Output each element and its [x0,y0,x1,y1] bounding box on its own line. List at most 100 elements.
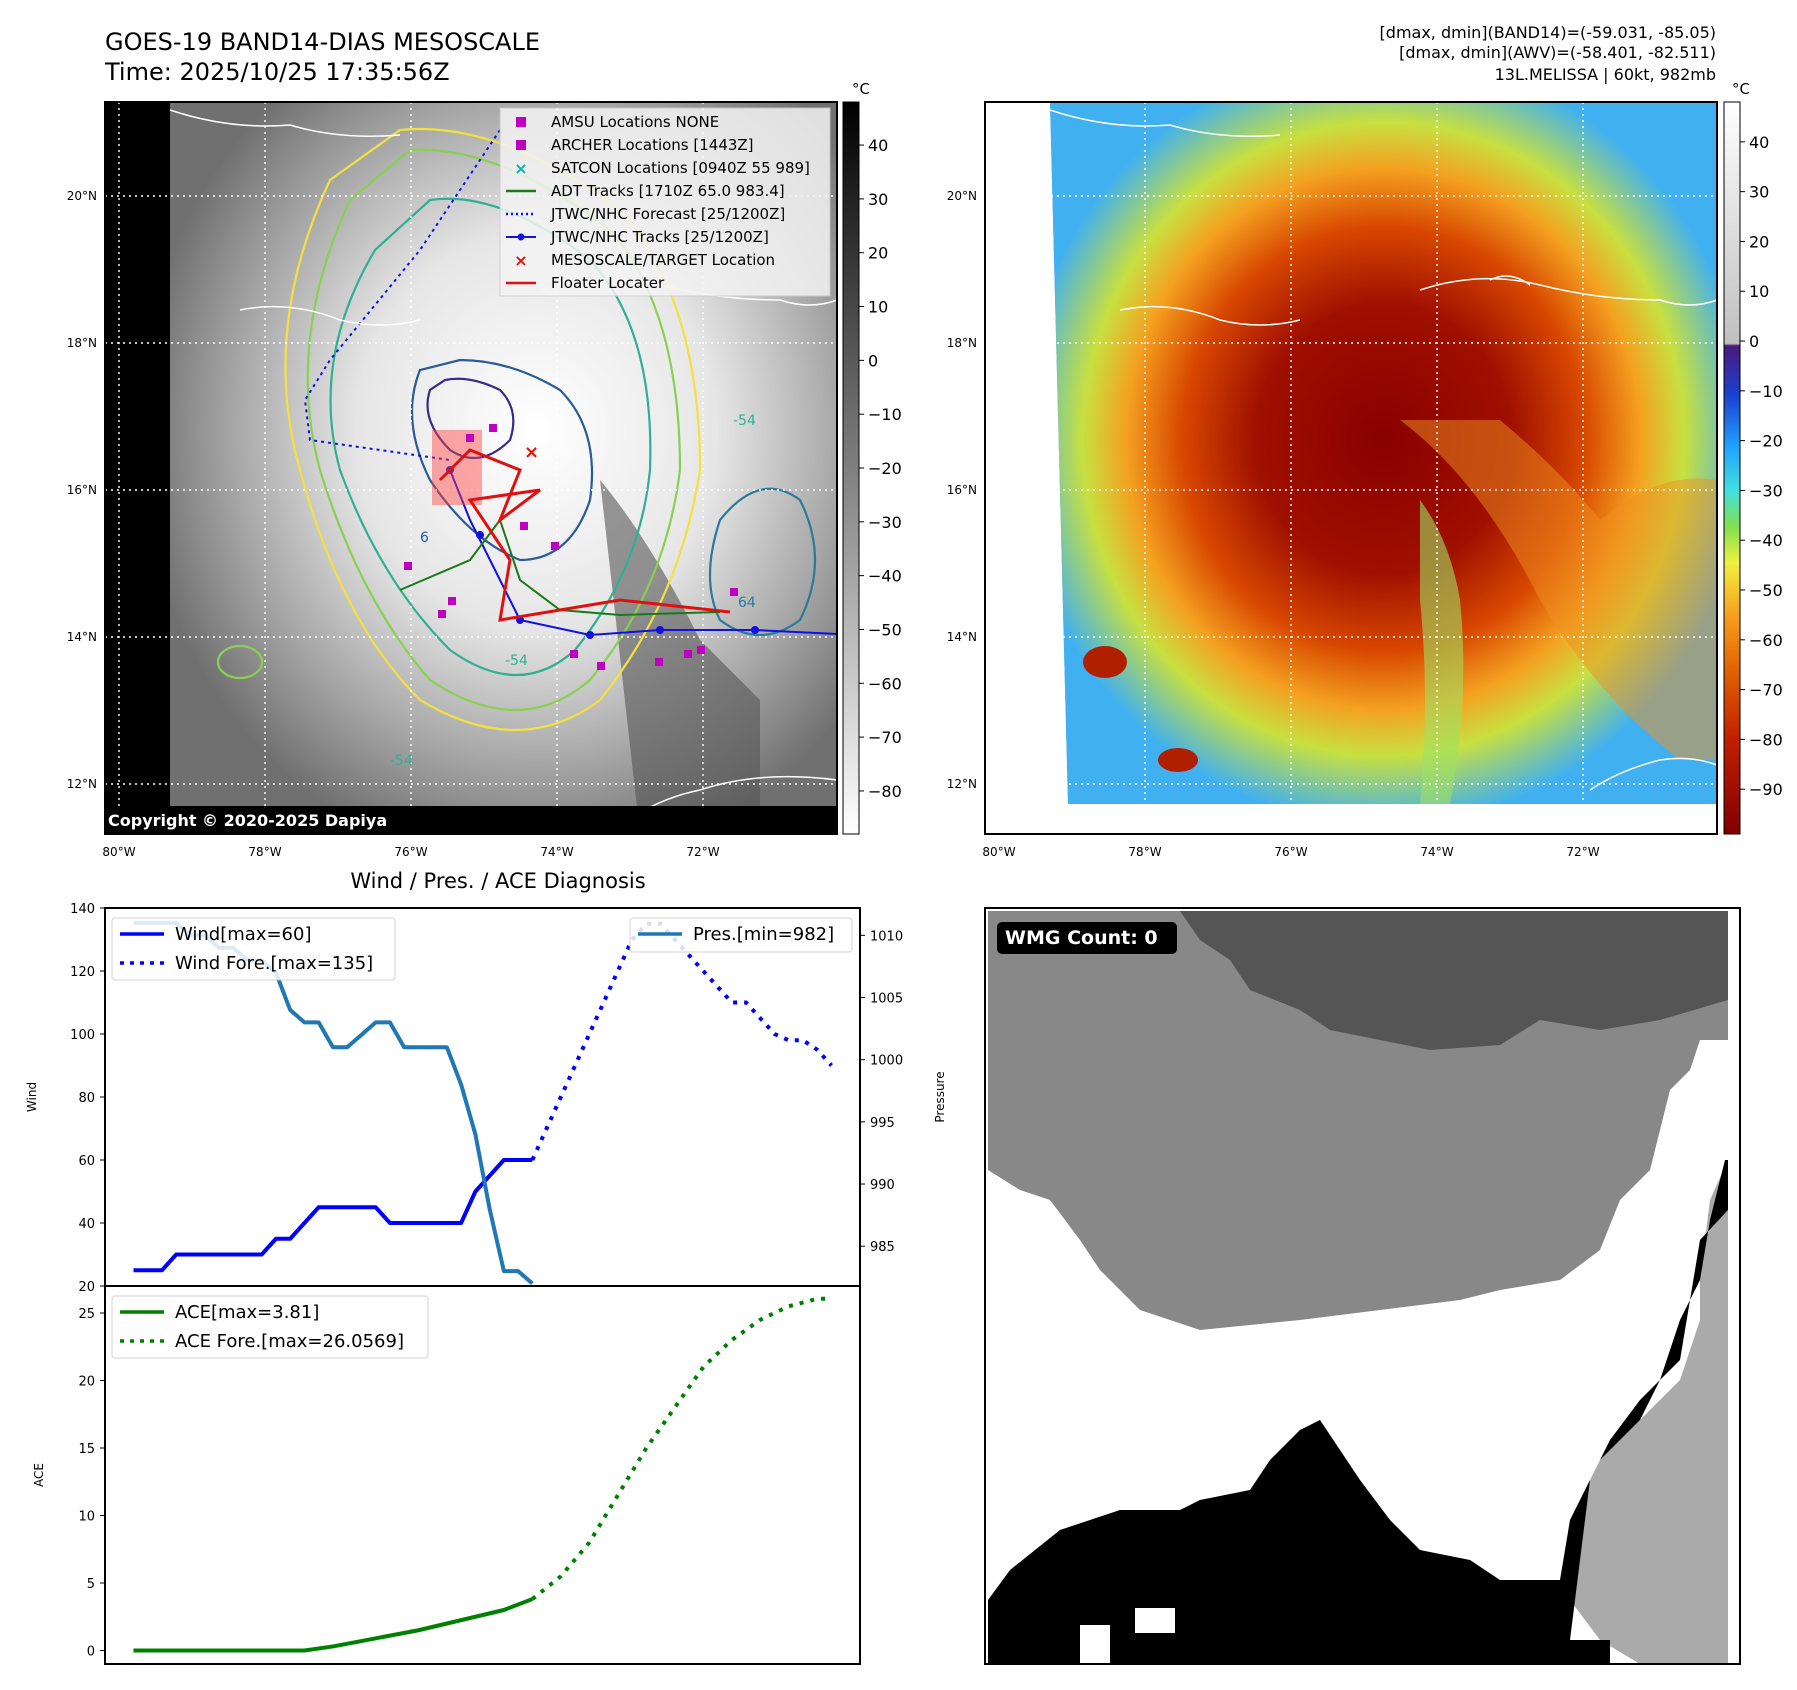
pres-legend-box [629,917,853,953]
ace-tick-label: 20 [78,1375,95,1390]
legend-label-ace: ACE[max=3.81] [175,1302,319,1323]
legend-label: JTWC/NHC Forecast [25/1200Z] [550,205,785,223]
color-colorbar: °C 40 30 20 10 0 −10 −20 −30 −40 −50 −60 −70 −80 −90 [1723,80,1783,835]
wind-legend-box [111,917,396,981]
colorbar-tick-label: 10 [868,298,888,317]
pressure-tick-label: 1000 [870,1054,903,1069]
lat-label: 14°N [947,630,977,644]
series-line-0 [133,1158,533,1273]
wmg-badge [997,922,1177,954]
legend-label-pres: Pres.[min=982] [693,924,834,945]
legend-marker: × [514,251,527,270]
colorbar-tick-label: −50 [868,620,902,639]
wmg-region-lightgray [1570,1160,1728,1664]
lon-label: 78°W [1128,845,1161,859]
colorbar-tick-label: 0 [1749,332,1759,351]
ace-axis-label: ACE [32,1463,46,1487]
floater-locater-track [438,448,731,622]
ace-chart: ACE 25 20 15 10 5 0 ACE[max=3.81] ACE Fore.[m… [32,1285,861,1665]
colorbar-tick-label: −60 [1749,631,1783,650]
colorbar-tick-label: −30 [1749,481,1783,500]
colorbar-tick-label: 20 [868,244,888,263]
map2-dry-slot [1420,500,1464,804]
lat-label: 12°N [67,777,97,791]
lon-label: 74°W [540,845,573,859]
contour-island [216,644,264,680]
figure-title-line1: GOES-19 BAND14-DIAS MESOSCALE [105,28,540,56]
lon-label: 76°W [1274,845,1307,859]
wmg-panel: WMG Count: 0 [984,907,1741,1665]
legend-label: Floater Locater [551,274,665,292]
ace-tick-label: 25 [78,1307,95,1322]
pressure-tick-label: 985 [870,1240,895,1255]
wmg-region-black [988,1160,1728,1664]
lat-label: 16°N [67,483,97,497]
colorbar-tick-label: −10 [868,405,902,424]
diagnosis-title: Wind / Pres. / ACE Diagnosis [350,869,645,893]
map-frame [104,101,838,835]
lat-label: 14°N [67,630,97,644]
legend-label: AMSU Locations NONE [551,113,719,131]
colorbar-tick-label: −40 [1749,531,1783,550]
pressure-axis-label: Pressure [933,1071,947,1122]
colorbar-tick-label: −90 [1749,780,1783,799]
map2-coastlines [1049,109,1718,791]
colorbar-tick-label: 30 [868,190,888,209]
lon-label: 72°W [686,845,719,859]
legend-label-wind: Wind[max=60] [175,924,312,945]
legend-marker: × [514,159,527,178]
colorbar-tick-label: −20 [1749,432,1783,451]
colorbar-unit: °C [1732,80,1750,98]
map1-lat-labels: 20°N 18°N 16°N 14°N 12°N [67,189,97,791]
legend-marker [516,117,526,127]
contour-label: -54 [733,413,756,429]
contour-label: -54 [390,753,413,769]
ace-tick-label: 0 [87,1645,95,1660]
lat-label: 20°N [947,189,977,203]
copyright-bar [105,806,837,834]
pressure-tick-label: 990 [870,1178,895,1193]
contour-purple [426,377,515,460]
map2-lat-labels: 20°N 18°N 16°N 14°N 12°N [947,189,977,791]
lon-label: 80°W [102,845,135,859]
map2-lon-labels: 80°W 78°W 76°W 74°W 72°W [982,845,1599,859]
legend-marker-dot [517,233,525,241]
colorbar-tick-label: 30 [1749,183,1769,202]
contour-label: -54 [505,653,528,669]
wind-tick-label: 20 [78,1280,95,1295]
colorbar-tick-label: −40 [868,567,902,586]
map-legend: AMSU Locations NONE ARCHER Locations [144… [499,107,831,297]
pressure-tick-label: 1005 [870,992,903,1007]
ace-legend-box [111,1295,429,1359]
archer-points [404,424,738,670]
wmg-frame [984,907,1741,1665]
lat-label: 16°N [947,483,977,497]
colorbar-tick-label: 0 [868,351,878,370]
wmg-white-gap [1135,1608,1175,1633]
gray-colorbar: °C 40 30 20 10 0 −10 −20 −30 −40 −50 −60 −70 −80 [842,80,902,835]
contour-east [708,487,817,637]
legend-label: SATCON Locations [0940Z 55 989] [551,159,810,177]
map2-island-cell [1083,646,1127,678]
map2-cell [1158,748,1198,772]
colorbar-tick-label: −70 [868,728,902,747]
dry-slot [600,480,760,834]
colorbar-tick-label: −50 [1749,581,1783,600]
wind-axis-label: Wind [25,1082,39,1112]
dmax-awv-text: [dmax, dmin](AWV)=(-58.401, -82.511) [1399,43,1716,62]
ace-series-line-1 [531,1296,832,1601]
lon-label: 80°W [982,845,1015,859]
legend-label: MESOSCALE/TARGET Location [551,251,775,269]
wind-tick-label: 140 [70,902,95,917]
ir-color-map-panel [984,101,1718,835]
dmax-band14-text: [dmax, dmin](BAND14)=(-59.031, -85.05) [1380,23,1716,42]
wmg-count-label: WMG Count: 0 [1005,927,1158,949]
colorbar-tick-label: −20 [868,459,902,478]
contour-label: 64 [738,595,756,611]
colorbar-tick-label: −80 [868,782,902,801]
legend-label-ace-fore: ACE Fore.[max=26.0569] [175,1331,404,1352]
lon-label: 74°W [1420,845,1453,859]
ace-tick-label: 10 [78,1510,95,1525]
adt-track [399,517,721,617]
